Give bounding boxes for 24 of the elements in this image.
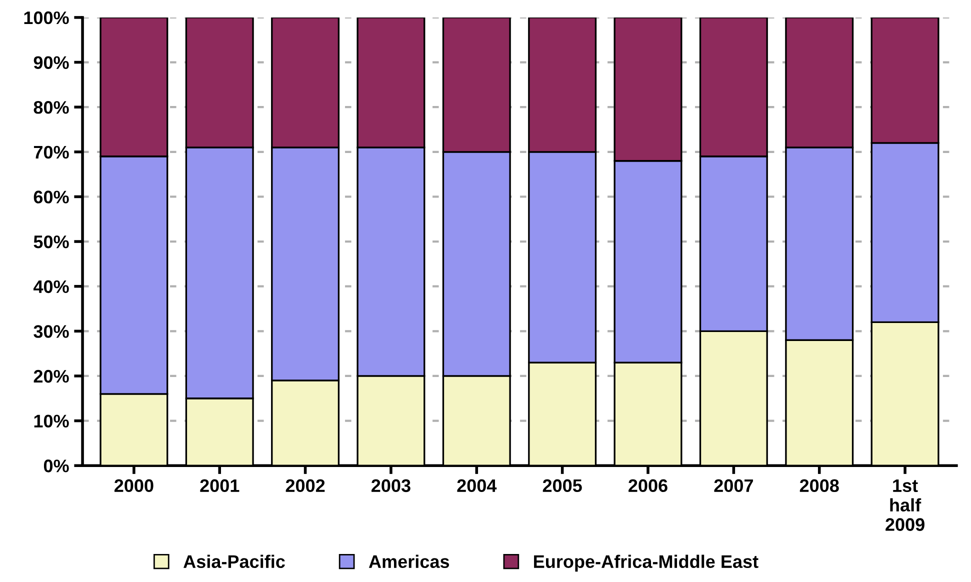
y-tick-label: 40%	[33, 280, 69, 294]
x-tick-label: 2006	[628, 479, 668, 492]
x-tick-label: 2003	[372, 479, 410, 492]
x-tick-label: 2001	[200, 479, 240, 492]
x-tick-label: 2004	[457, 479, 497, 492]
y-tick-label: 80%	[34, 101, 69, 114]
x-tick-label: 2002	[286, 479, 325, 492]
x-tick-label: 2008	[800, 479, 839, 492]
y-tick-label: 0%	[44, 460, 69, 472]
x-tick-label: 2007	[714, 479, 753, 492]
y-tick-label: 100%	[24, 11, 69, 24]
x-tick-label: 1st half 2009	[886, 479, 924, 531]
x-tick-label: 2000	[114, 479, 154, 492]
y-tick-label: 60%	[34, 190, 69, 204]
x-tick-label: 2005	[542, 479, 582, 492]
legend-label: Americas	[368, 554, 450, 568]
legend-label: Europe-Africa-Middle East	[534, 554, 758, 572]
y-tick-label: 20%	[34, 370, 69, 383]
y-tick-label: 90%	[34, 56, 69, 69]
y-tick-label: 50%	[34, 235, 69, 248]
y-tick-label: 70%	[34, 146, 69, 159]
y-tick-label: 30%	[34, 325, 69, 338]
y-tick-label: 10%	[34, 414, 69, 428]
legend-label: Asia-Pacific	[184, 554, 285, 568]
